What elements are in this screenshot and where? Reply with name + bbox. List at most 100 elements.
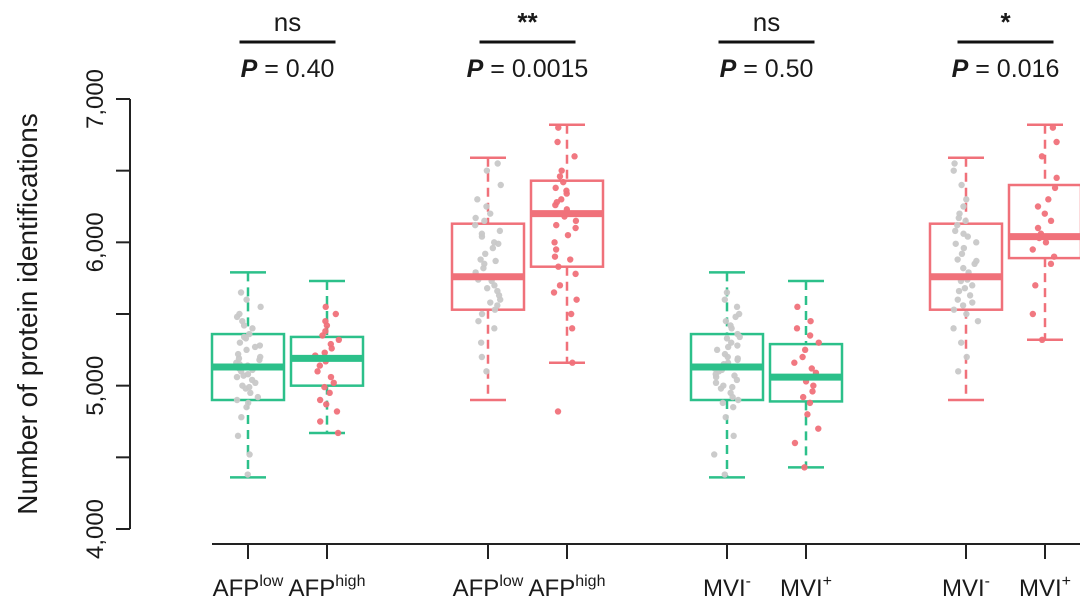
y-axis-label: Number of protein identifications xyxy=(12,113,43,515)
data-point xyxy=(247,389,254,397)
box-iqr xyxy=(529,179,605,268)
data-point xyxy=(958,250,966,257)
data-point xyxy=(722,414,729,421)
data-point xyxy=(489,244,497,252)
data-point xyxy=(721,471,728,478)
data-point xyxy=(317,418,324,425)
data-point xyxy=(960,203,967,210)
data-point xyxy=(477,256,484,263)
data-point xyxy=(951,160,958,167)
x-tick-label: AFPhigh xyxy=(289,573,366,602)
data-point xyxy=(954,256,961,263)
data-point xyxy=(736,333,743,341)
data-point xyxy=(555,263,562,270)
data-point xyxy=(321,383,328,391)
significance-label: ns xyxy=(274,7,301,37)
data-point xyxy=(571,153,578,160)
data-point xyxy=(333,408,341,415)
box-group xyxy=(289,279,365,437)
data-point xyxy=(567,256,574,263)
data-point xyxy=(237,289,245,296)
data-point xyxy=(251,343,259,351)
data-point xyxy=(711,451,718,458)
data-point xyxy=(960,230,967,237)
data-point xyxy=(808,365,815,372)
data-point xyxy=(806,332,814,339)
data-point xyxy=(474,196,481,203)
data-point xyxy=(481,260,488,268)
data-point xyxy=(960,264,967,272)
data-point xyxy=(492,257,499,265)
data-point xyxy=(962,217,969,225)
data-point xyxy=(494,160,501,167)
data-point xyxy=(719,399,726,407)
box-iqr xyxy=(450,222,526,311)
data-point xyxy=(731,372,738,379)
data-point xyxy=(794,303,801,311)
data-point xyxy=(1053,174,1060,182)
x-tick-label: AFPlow xyxy=(453,573,524,602)
p-value-label: P = 0.40 xyxy=(241,55,335,83)
data-point xyxy=(723,335,731,342)
data-point xyxy=(248,376,256,384)
data-point xyxy=(1038,336,1046,343)
data-point xyxy=(960,244,968,252)
data-point xyxy=(244,471,251,478)
data-point xyxy=(314,368,321,375)
data-point xyxy=(323,401,330,408)
comparison: * P = 0.016 xyxy=(952,7,1060,83)
data-point xyxy=(572,224,579,232)
data-point xyxy=(471,221,479,229)
data-point xyxy=(952,240,959,247)
data-point xyxy=(316,396,324,404)
y-tick-label: 7,000 xyxy=(82,69,109,129)
y-axis: 4,000 5,000 6,000 7,000 xyxy=(82,69,131,559)
data-point xyxy=(332,310,339,318)
box-group xyxy=(529,123,605,415)
data-point xyxy=(974,317,982,325)
data-point xyxy=(246,383,253,391)
data-point xyxy=(254,393,262,401)
data-point xyxy=(552,184,559,192)
x-tick-label: AFPlow xyxy=(213,573,284,602)
data-point xyxy=(793,325,801,332)
x-tick-label: MVI+ xyxy=(780,573,832,602)
data-point xyxy=(1047,260,1055,268)
data-point xyxy=(952,227,959,235)
data-point xyxy=(233,396,241,404)
data-point xyxy=(243,296,250,303)
data-point xyxy=(322,317,329,325)
data-point xyxy=(494,287,501,295)
data-point xyxy=(244,399,252,407)
data-point xyxy=(564,231,572,239)
data-point xyxy=(729,383,736,391)
data-point xyxy=(721,296,729,303)
data-point xyxy=(491,325,498,332)
data-point xyxy=(335,336,343,343)
data-point xyxy=(240,322,248,329)
data-point xyxy=(730,432,737,440)
data-point xyxy=(963,196,970,203)
data-point xyxy=(733,303,741,311)
data-point xyxy=(327,373,335,381)
data-point xyxy=(1038,153,1046,160)
data-point xyxy=(1034,203,1042,210)
data-point xyxy=(551,239,558,246)
data-point xyxy=(326,389,333,397)
data-point xyxy=(799,393,807,401)
data-point xyxy=(472,214,479,222)
data-point xyxy=(973,239,980,246)
x-tick-label: AFPhigh xyxy=(529,573,606,602)
data-point xyxy=(553,199,561,206)
y-tick-label: 6,000 xyxy=(82,212,109,272)
data-point xyxy=(321,349,328,356)
data-point xyxy=(955,368,962,375)
data-point xyxy=(572,217,580,225)
significance-label: * xyxy=(1000,7,1011,37)
data-point xyxy=(732,313,739,321)
data-point xyxy=(316,362,324,369)
data-point xyxy=(791,439,799,447)
data-point xyxy=(234,432,242,440)
data-point xyxy=(483,368,490,375)
data-point xyxy=(1051,184,1059,192)
